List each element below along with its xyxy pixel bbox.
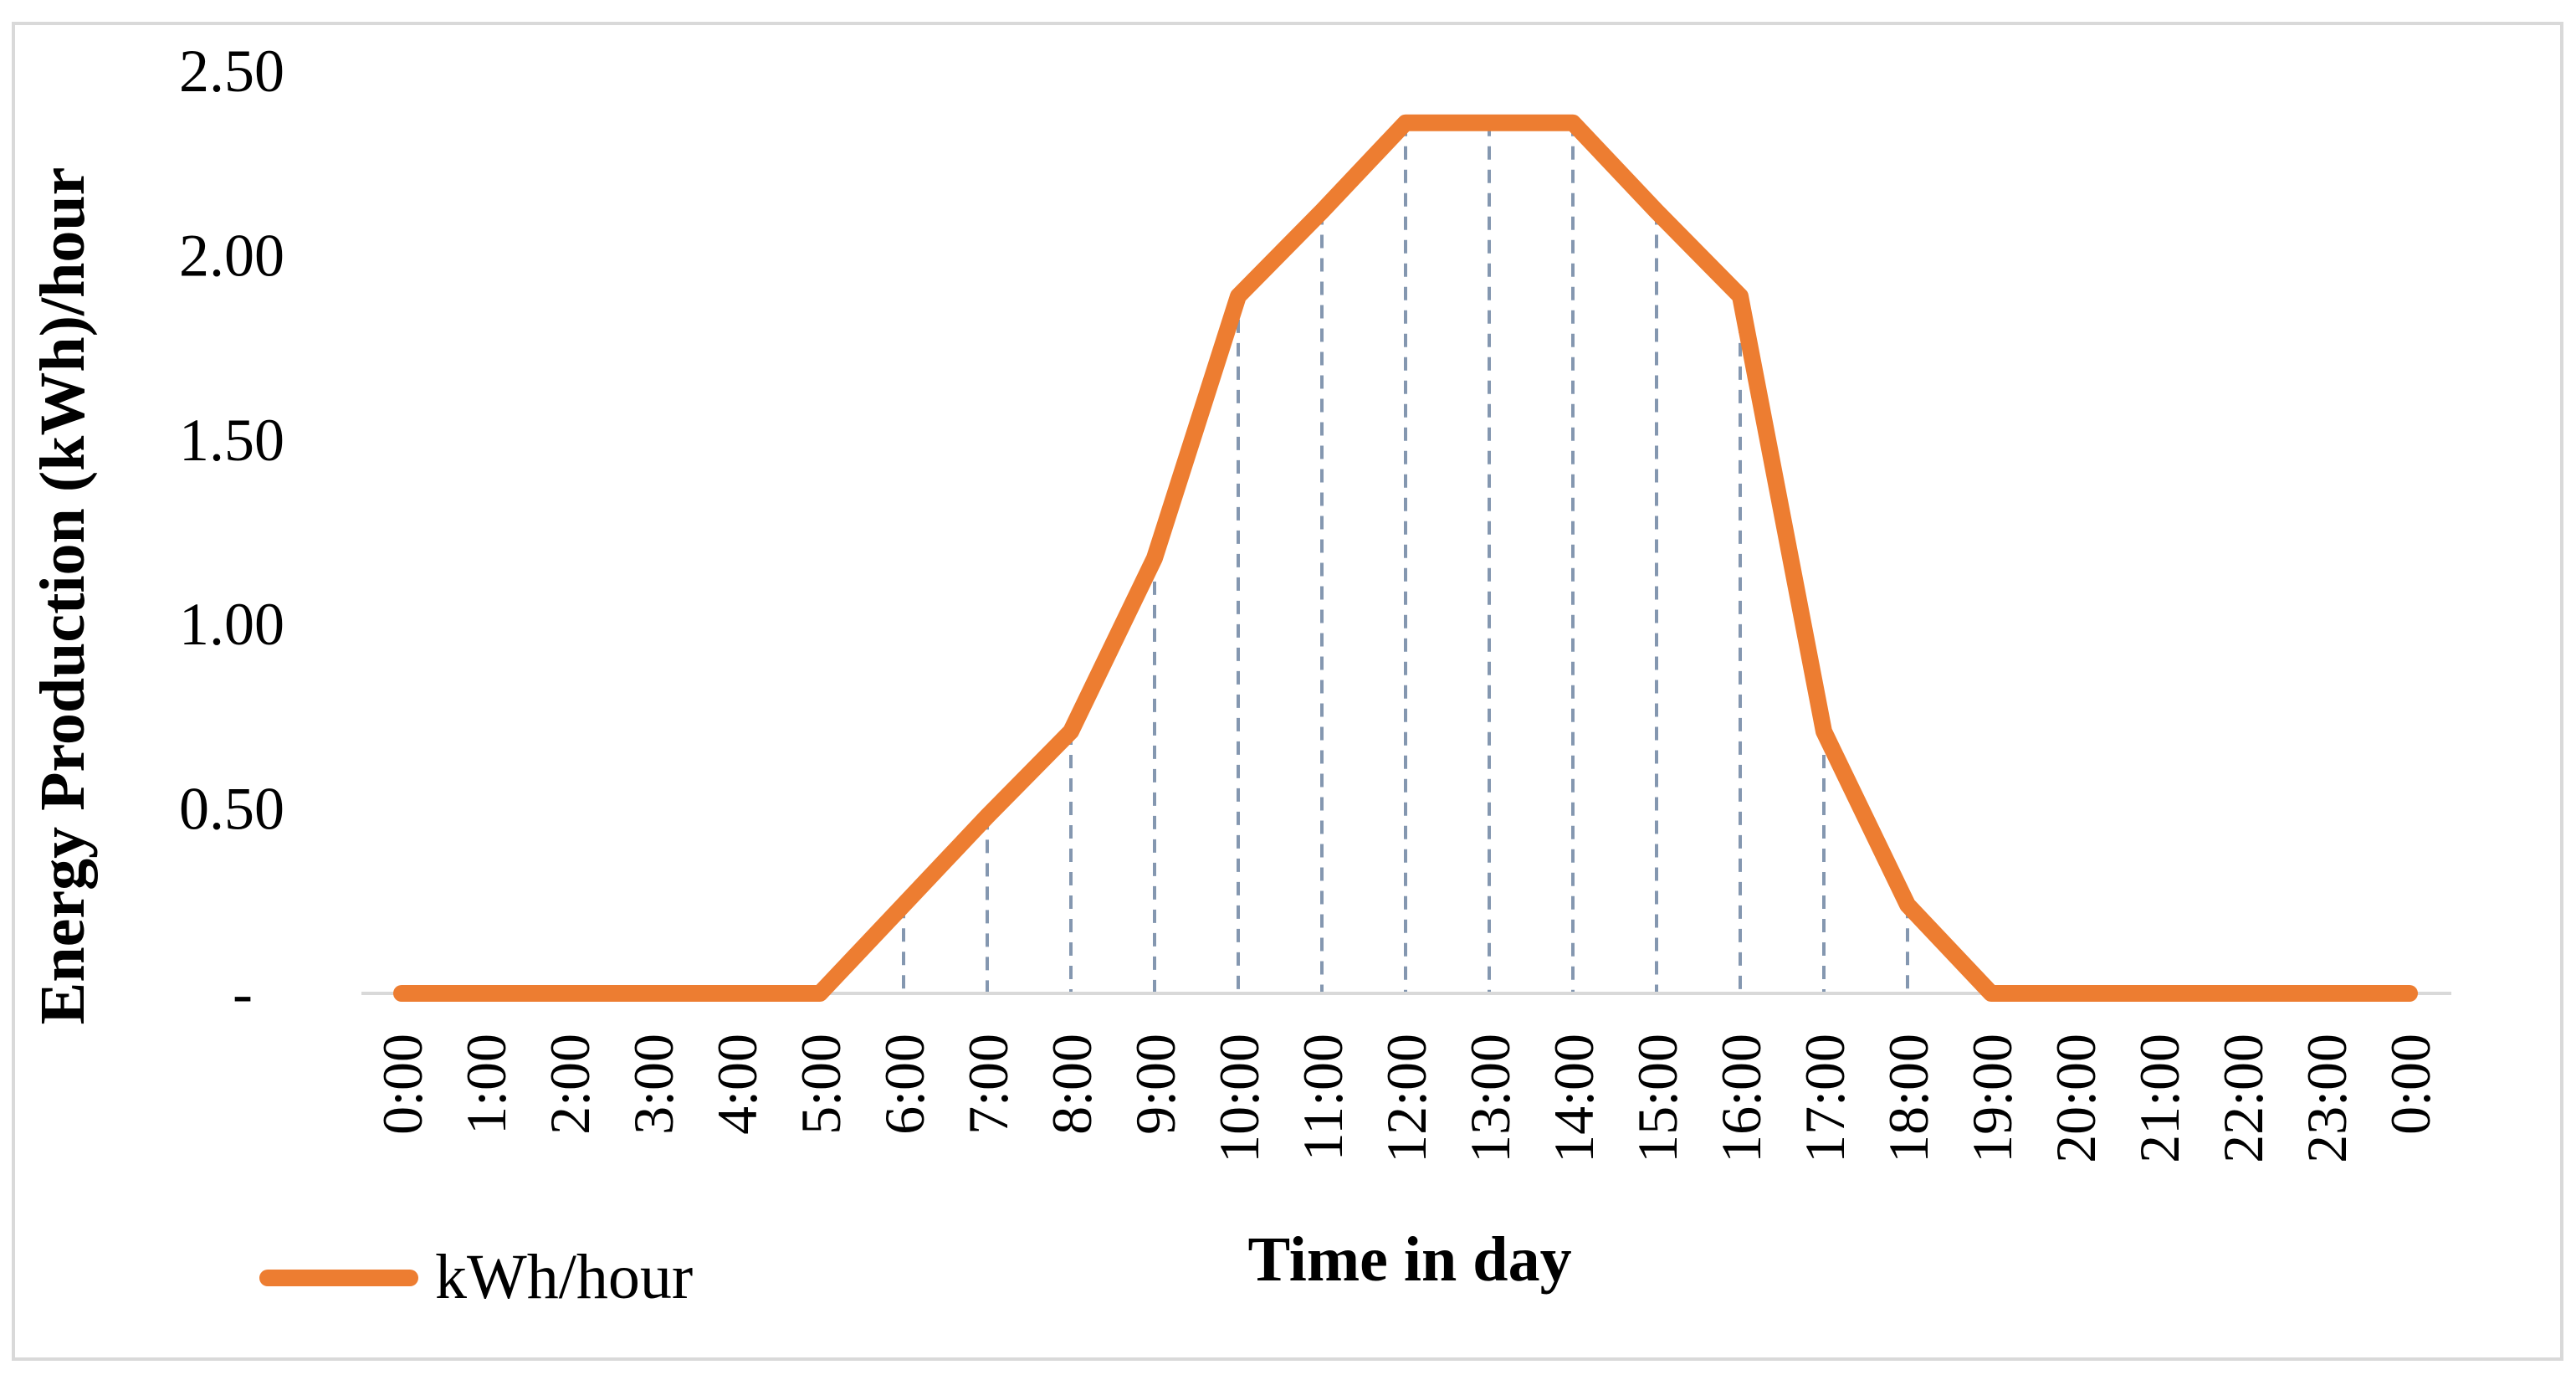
x-tick-label: 4:00 [705, 1034, 769, 1135]
drop-lines [902, 122, 1909, 993]
x-tick-label: 2:00 [538, 1034, 602, 1135]
y-axis-title: Energy Production (kWh)/hour [28, 167, 98, 1025]
y-tick-label: 1.00 [179, 591, 284, 658]
y-tick-label: 0.50 [179, 776, 284, 843]
x-tick-label: 12:00 [1375, 1034, 1438, 1163]
x-axis-ticks: 0:00 1:00 2:00 3:00 4:00 5:00 6:00 7:00 8:00 9:00… [371, 1034, 2442, 1163]
x-tick-label: 19:00 [1960, 1034, 2024, 1163]
x-tick-label: 5:00 [789, 1034, 853, 1135]
x-tick-label: 0:00 [371, 1034, 434, 1135]
x-tick-label: 0:00 [2379, 1034, 2442, 1135]
x-tick-label: 6:00 [873, 1034, 936, 1135]
x-tick-label: 8:00 [1040, 1034, 1104, 1135]
x-tick-label: 16:00 [1709, 1034, 1773, 1163]
y-tick-label: 1.50 [179, 407, 284, 474]
x-tick-label: 21:00 [2128, 1034, 2191, 1163]
x-tick-label: 23:00 [2295, 1034, 2358, 1163]
series-layer [393, 114, 2418, 1002]
x-tick-label: 22:00 [2211, 1034, 2275, 1163]
x-tick-label: 15:00 [1626, 1034, 1689, 1163]
x-tick-label: 7:00 [956, 1034, 1020, 1135]
x-tick-label: 1:00 [454, 1034, 518, 1135]
y-tick-label: 2.00 [179, 222, 284, 289]
legend: kWh/hour [259, 1242, 693, 1312]
y-axis-ticks: - 0.50 1.00 1.50 2.00 2.50 [179, 38, 284, 1027]
x-axis-title: Time in day [1247, 1224, 1571, 1295]
x-tick-label: 18:00 [1877, 1034, 1940, 1163]
x-tick-label: 10:00 [1207, 1034, 1271, 1163]
x-tick-label: 9:00 [1124, 1034, 1187, 1135]
x-tick-label: 13:00 [1458, 1034, 1522, 1163]
y-tick-label: - [233, 960, 253, 1027]
x-tick-label: 3:00 [622, 1034, 685, 1135]
x-tick-label: 11:00 [1291, 1034, 1355, 1161]
y-tick-label: 2.50 [179, 38, 284, 105]
series-line-kwh-hour [393, 114, 2418, 1002]
x-tick-label: 17:00 [1793, 1034, 1856, 1163]
legend-label: kWh/hour [435, 1242, 693, 1312]
x-tick-label: 14:00 [1542, 1034, 1606, 1163]
x-tick-label: 20:00 [2044, 1034, 2107, 1163]
